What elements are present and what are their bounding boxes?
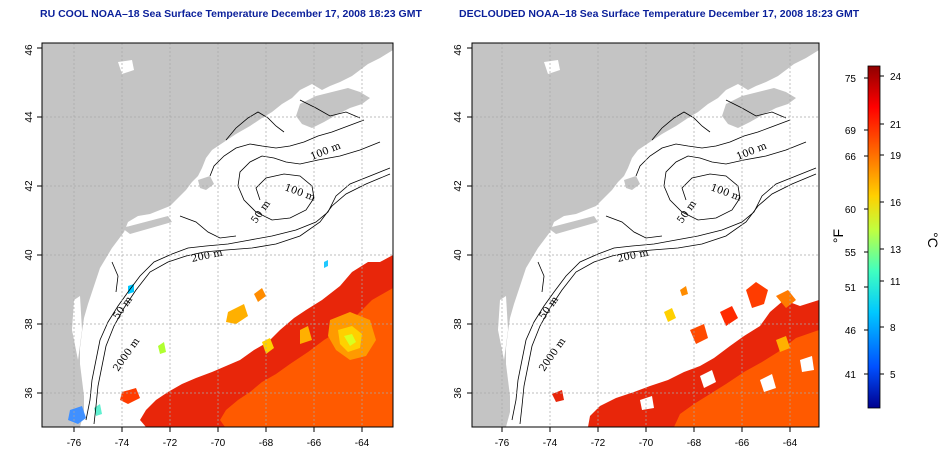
x-tick-label: -64 [355,438,370,449]
celsius-tick-label: 13 [890,245,902,256]
celsius-tick-label: 5 [890,370,896,381]
right-map-title: DECLOUDED NOAA–18 Sea Surface Temperatur… [459,8,860,20]
celsius-unit-label: °C [925,232,941,248]
left-land [42,43,393,427]
y-tick-label: 46 [24,44,35,56]
right-lake [544,60,560,74]
x-tick-label: -72 [163,438,178,449]
y-tick-label: 44 [453,111,464,123]
y-tick-label: 36 [453,387,464,399]
right-nova-scotia [722,88,796,128]
y-tick-label: 38 [24,318,35,330]
right-contours [511,99,817,425]
right-cape-cod [624,176,640,190]
x-tick-label: -72 [591,438,606,449]
fahrenheit-tick-label: 66 [845,152,857,163]
colorbar: 75 69 66 60 55 51 46 41 24 21 19 16 13 1… [830,65,941,409]
x-tick-label: -74 [543,438,558,449]
x-tick-label: -68 [259,438,274,449]
x-tick-label: -76 [495,438,510,449]
fahrenheit-tick-label: 69 [845,126,857,137]
right-land [472,43,819,427]
left-graticule [42,43,393,427]
left-y-axis: 36 38 40 42 44 46 [24,44,42,399]
left-x-axis: -76 -74 -72 -70 -68 -66 -64 [67,427,370,449]
celsius-tick-label: 11 [890,277,901,288]
celsius-tick-label: 8 [890,323,896,334]
right-y-axis: 36 38 40 42 44 46 [453,44,472,399]
celsius-tick-label: 21 [890,120,902,131]
x-tick-label: -70 [211,438,226,449]
x-tick-label: -74 [115,438,130,449]
fahrenheit-tick-label: 55 [845,248,857,259]
left-map-title: RU COOL NOAA–18 Sea Surface Temperature … [40,8,422,20]
left-cape-cod [198,176,214,190]
y-tick-label: 36 [24,387,35,399]
y-tick-label: 46 [453,44,464,56]
y-tick-label: 40 [24,249,35,261]
y-tick-label: 40 [453,249,464,261]
celsius-tick-label: 16 [890,198,902,209]
right-gaps [640,356,814,410]
left-long-island [122,216,172,234]
celsius-tick-label: 19 [890,151,902,162]
celsius-tick-label: 24 [890,72,902,83]
colorbar-ticks [864,75,884,375]
fahrenheit-tick-label: 75 [845,74,857,85]
left-contours [85,99,391,425]
x-tick-label: -70 [639,438,654,449]
y-tick-label: 38 [453,318,464,330]
fahrenheit-tick-label: 51 [845,283,857,294]
fahrenheit-tick-label: 41 [845,370,857,381]
fahrenheit-tick-label: 60 [845,205,857,216]
fahrenheit-tick-label: 46 [845,326,857,337]
right-map-panel: 100 m 100 m 50 m 200 m 50 m 2000 m -76 -… [453,42,820,449]
right-chesapeake [498,296,508,360]
left-nova-scotia [296,88,370,128]
x-tick-label: -76 [67,438,82,449]
right-x-axis: -76 -74 -72 -70 -68 -66 -64 [495,427,798,449]
x-tick-label: -68 [687,438,702,449]
right-long-island [548,216,598,234]
x-tick-label: -66 [307,438,322,449]
left-map-panel: 100 m 100 m 50 m 200 m 50 m 2000 m -76 -… [24,42,394,449]
x-tick-label: -64 [783,438,798,449]
x-tick-label: -66 [735,438,750,449]
left-chesapeake [72,296,82,360]
colorbar-gradient [867,65,881,409]
y-tick-label: 42 [453,180,464,192]
y-tick-label: 44 [24,111,35,123]
fahrenheit-unit-label: °F [830,229,846,243]
y-tick-label: 42 [24,180,35,192]
right-graticule [472,43,819,427]
